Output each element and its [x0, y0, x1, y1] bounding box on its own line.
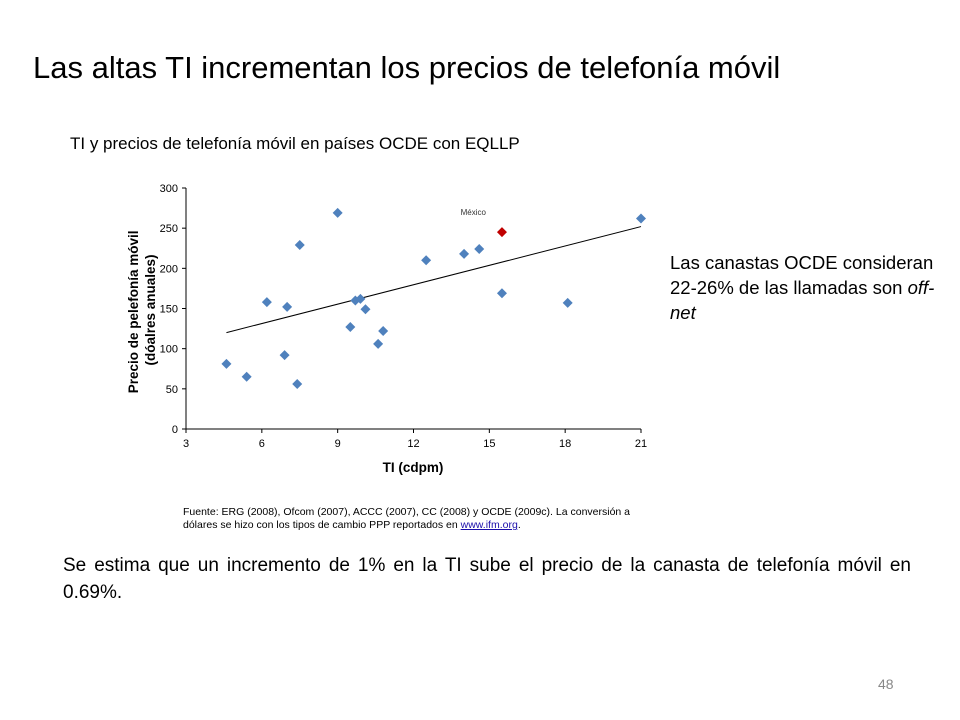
data-point: [421, 255, 432, 266]
data-points: [221, 207, 646, 390]
trendline: [226, 226, 642, 334]
data-point: [279, 350, 290, 361]
y-tick-label: 250: [160, 223, 178, 235]
data-point: [562, 297, 573, 308]
data-point: [496, 288, 507, 299]
highlight-label: México: [461, 208, 487, 217]
data-point: [241, 371, 252, 382]
data-point: [378, 325, 389, 336]
highlight-point-group: México: [461, 208, 507, 238]
data-point: [474, 244, 485, 255]
slide-title: Las altas TI incrementan los precios de …: [33, 50, 781, 85]
source-suffix: .: [517, 519, 521, 531]
y-tick-label: 50: [166, 384, 178, 396]
data-point: [373, 338, 384, 349]
y-axis-title-line-1: Precio de pelefonía móvil: [126, 230, 141, 393]
data-point: [636, 213, 646, 224]
data-point: [282, 301, 293, 312]
x-axis-title: TI (cdpm): [383, 460, 444, 475]
source-link[interactable]: www.ifm.org: [460, 519, 518, 531]
y-axis-title: Precio de pelefonía móvil (dóalres anual…: [126, 227, 158, 394]
y-tick-label: 150: [160, 304, 178, 316]
source-note: Fuente: ERG (2008), Ofcom (2007), ACCC (…: [183, 506, 653, 532]
source-text: Fuente: ERG (2008), Ofcom (2007), ACCC (…: [183, 506, 631, 531]
x-tick-label: 3: [183, 438, 189, 450]
highlight-point: [496, 227, 507, 238]
data-point: [459, 248, 470, 259]
x-tick-label: 15: [483, 438, 495, 450]
x-tick-label: 12: [407, 438, 419, 450]
data-point: [261, 297, 272, 308]
data-point: [332, 207, 343, 218]
chart-axes: [185, 188, 641, 430]
side-note-text: Las canastas OCDE consideran 22-26% de l…: [670, 252, 934, 298]
y-tick-label: 0: [172, 424, 178, 436]
y-tick-label: 200: [160, 263, 178, 275]
x-tick-label: 21: [635, 438, 647, 450]
chart-title: TI y precios de telefonía móvil en paíse…: [70, 134, 520, 153]
y-axis-title-line-2: (dóalres anuales): [143, 254, 158, 365]
x-tick-label: 18: [559, 438, 571, 450]
y-tick-label: 300: [160, 183, 178, 195]
data-point: [221, 358, 232, 369]
page-number: 48: [878, 676, 894, 692]
data-point: [360, 304, 371, 315]
data-point: [294, 240, 305, 251]
x-tick-label: 6: [259, 438, 265, 450]
bottom-note: Se estima que un incremento de 1% en la …: [63, 555, 911, 603]
side-note: Las canastas OCDE consideran 22-26% de l…: [670, 250, 940, 325]
y-tick-label: 100: [160, 344, 178, 356]
chart-ticks: 0 50 100 150 200 250 300 3 6 9 12 15 18 21: [160, 183, 647, 450]
data-point: [345, 321, 356, 332]
data-point: [292, 379, 303, 390]
data-point: [355, 293, 366, 304]
x-tick-label: 9: [335, 438, 341, 450]
side-note-emphasis: off-net: [670, 277, 935, 323]
